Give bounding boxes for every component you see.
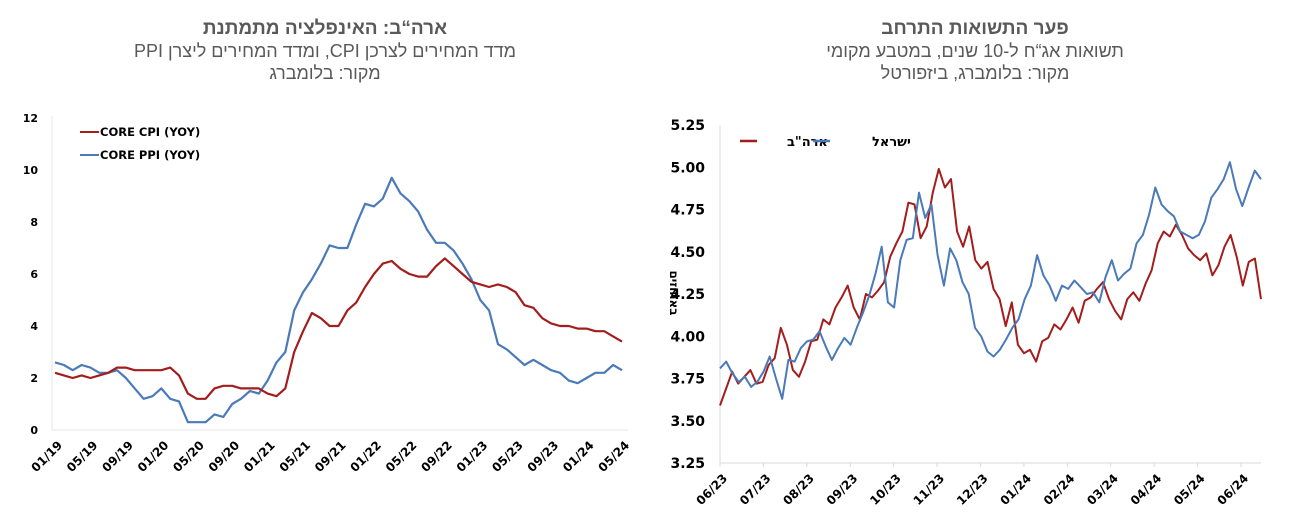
y-tick-label: 3.50 [670,414,705,430]
x-tick-label: 05/23 [489,438,526,475]
x-tick-label: 06/23 [694,471,731,508]
x-tick-label: 04/24 [1128,471,1165,508]
x-tick-label: 05/21 [277,438,314,475]
y-tick-label: 6 [30,268,38,281]
y-tick-label: 10 [23,164,39,177]
yields-chart-source: מקור: בלומברג, ביזפורטל [880,63,1070,83]
inflation-chart-svg: 02468101201/1905/1909/1901/2005/2009/200… [23,112,633,475]
y-tick-label: 4.25 [670,287,705,303]
x-tick-label: 03/24 [1084,471,1121,508]
x-tick-label: 01/20 [135,438,172,475]
y-tick-label: 12 [23,112,38,125]
y-tick-label: 0 [30,424,38,437]
x-tick-label: 06/24 [1215,471,1252,508]
y-tick-label: 2 [30,372,38,385]
y-tick-label: 5.25 [670,118,705,134]
y-axis-label: באחוזים [667,270,681,315]
x-tick-label: 11/23 [911,471,948,508]
y-tick-label: 4.75 [670,203,705,219]
series-line-usa [719,167,1262,406]
y-tick-label: 3.25 [670,456,705,472]
yields-chart-titles: פער התשואות התרחב תשואות אג“ח ל-10 שנים,… [650,18,1300,84]
y-tick-label: 8 [30,216,38,229]
x-tick-label: 09/21 [312,438,349,475]
x-tick-label: 12/23 [954,471,991,508]
x-tick-label: 01/19 [29,438,66,475]
x-tick-label: 01/24 [997,471,1034,508]
x-tick-label: 01/21 [241,438,278,475]
yields-chart-panel: פער התשואות התרחב תשואות אג“ח ל-10 שנים,… [650,0,1300,528]
inflation-chart-subtitle: מדד המחירים לצרכן CPI, ומדד המחירים ליצר… [133,41,517,61]
legend-label: CORE PPI (YOY) [100,148,200,162]
x-tick-label: 09/23 [525,438,562,475]
inflation-chart-panel: ארה“ב: האינפלציה מתמתנת מדד המחירים לצרכ… [0,18,650,475]
x-tick-label: 01/24 [560,438,597,475]
x-tick-label: 05/24 [596,438,633,475]
series-line-israel [719,161,1262,400]
x-tick-label: 01/22 [347,438,384,475]
x-tick-label: 05/22 [383,438,420,475]
series-line-core-ppi [54,176,623,424]
inflation-chart-source: מקור: בלומברג [269,63,381,83]
inflation-chart-titles: ארה“ב: האינפלציה מתמתנת מדד המחירים לצרכ… [0,18,650,84]
x-tick-label: 09/19 [99,438,136,475]
yields-chart-title: פער התשואות התרחב [881,18,1069,39]
x-tick-label: 01/23 [454,438,491,475]
y-tick-label: 4 [30,320,38,333]
x-tick-label: 09/23 [824,471,861,508]
y-tick-label: 4.50 [670,245,705,261]
x-tick-label: 07/23 [737,471,774,508]
inflation-chart-title: ארה“ב: האינפלציה מתמתנת [202,18,448,39]
series-line-core-cpi [54,257,623,400]
x-tick-label: 05/24 [1171,471,1208,508]
y-tick-label: 5.00 [670,160,705,176]
y-tick-label: 4.00 [670,329,705,345]
x-tick-label: 10/23 [867,471,904,508]
x-tick-label: 09/22 [418,438,455,475]
legend-label: ישראל [872,135,911,150]
x-tick-label: 02/24 [1041,471,1078,508]
x-tick-label: 05/20 [170,438,207,475]
x-tick-label: 05/19 [64,438,101,475]
y-tick-label: 3.75 [670,372,705,388]
x-tick-label: 09/20 [206,438,243,475]
yields-chart-subtitle: תשואות אג“ח ל-10 שנים, במטבע מקומי [826,41,1124,61]
yields-chart-svg: 3.25 3.50 3.75 4.00 4.25 4.50 4.75 5.00 5.25 06/2… [667,118,1262,508]
x-tick-label: 08/23 [780,471,817,508]
legend-label: ארה"ב [787,135,828,150]
legend-label: CORE CPI (YOY) [100,125,200,139]
